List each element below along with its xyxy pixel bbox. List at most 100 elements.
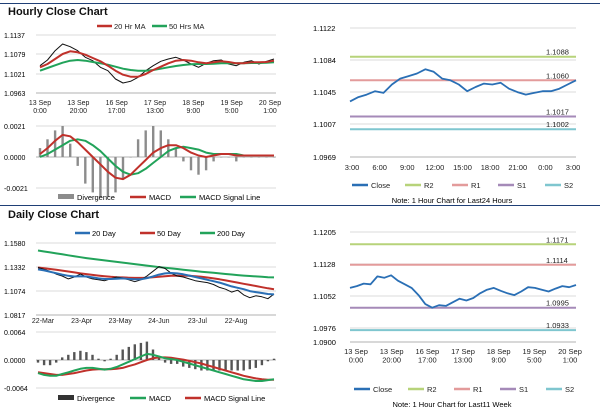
legend-divergence-label: Divergence [77,394,115,403]
x-tick-label: 6:00 [372,163,387,172]
divergence-bar [97,358,100,360]
divergence-bar [139,342,143,360]
divergence-bar [236,360,239,371]
divergence-bar [250,157,253,158]
hourly-price-chart: 20 Hr MA 50 Hrs MA 1.1137 1.1079 1.1021 … [4,22,281,115]
x-tick-label: 22-Aug [225,318,248,325]
macd-line [37,352,275,382]
y-tick-label: 1.1137 [4,33,25,40]
y-tick-label: 1.1079 [4,52,26,59]
legend-200day-label: 200 Day [217,229,245,238]
legend-macd-label: MACD [149,193,172,202]
legend-ma50-label: 50 Hrs MA [169,22,204,31]
divergence-bar [242,157,245,158]
divergence-bar [133,344,136,361]
hourly-levels-grid [350,27,576,158]
divergence-bar [242,360,245,371]
x-tick-label: 19 Sep 5:00 [221,100,243,115]
divergence-bar [254,360,257,368]
level-label-s1: 1.0995 [546,299,569,308]
divergence-bar [204,157,208,171]
daily-macd-legend: Divergence MACD MACD Signal Line [58,394,265,403]
y-tick-label: 0.0064 [4,330,26,337]
divergence-bar [152,126,155,157]
divergence-bar [218,360,221,371]
y-tick-label: 0.0000 [4,155,26,162]
divergence-bar [230,360,233,371]
divergence-bar [121,157,125,180]
hourly-section-title: Hourly Close Chart [8,6,108,18]
divergence-bar [227,157,230,158]
daily-levels-note: Note: 1 Hour Chart for Last11 Week [393,400,512,409]
daily-levels-x-labels: 13 Sep 0:00 13 Sep 20:00 16 Sep 17:00 17 Sep 13… [344,347,582,365]
divergence-bar [103,360,106,362]
divergence-bar [248,360,251,370]
legend-label-s1: S1 [519,385,528,394]
daily-section-title: Daily Close Chart [8,209,100,221]
x-tick-label: 13 Sep 20:00 [67,100,89,115]
divergence-bar [69,143,72,157]
ma200-line [37,249,275,279]
y-tick-label: 1.1332 [4,265,26,272]
y-tick-label: 0.0021 [4,124,26,131]
divergence-bar [115,354,118,361]
divergence-bar [129,157,132,158]
divergence-bar [272,358,276,360]
daily-price-series [37,249,275,300]
hourly-price-grid [36,34,276,94]
legend-swatch-divergence [58,194,74,199]
divergence-bar [159,130,162,157]
divergence-bar [109,358,112,360]
legend-label-s2: S2 [564,181,573,190]
divergence-bar [36,360,40,363]
legend-swatch-divergence [58,395,74,400]
close-line [349,274,577,309]
level-label-r1: 1.1114 [546,256,568,265]
legend-signal-label: MACD Signal Line [204,394,265,403]
hourly-levels-series: 1.1088 1.1060 1.1017 1.1002 [349,48,577,131]
divergence-bar [85,352,88,360]
hourly-levels-chart: 1.1122 1.1084 1.1045 1.1007 1.0969 1.108… [313,24,580,205]
divergence-bar [182,157,185,162]
divergence-bar [174,148,178,157]
hourly-levels-note: Note: 1 Hour Chart for Last24 Hours [392,196,513,205]
divergence-bar [235,157,238,162]
divergence-bar [84,157,87,184]
x-tick-label: 21:00 [508,163,527,172]
x-tick-label: 18 Sep 9:00 [487,347,511,365]
x-tick-label: 3:00 [345,163,360,172]
hourly-price-series [39,43,275,84]
level-label-s1: 1.1017 [546,108,569,117]
y-tick-label: 1.0976 [313,324,336,333]
divergence-bar [61,126,64,157]
divergence-bar [61,357,64,360]
ma20-line [39,50,275,78]
hourly-macd-chart: 0.0021 0.0000 -0.0021 Divergence MACD MA… [4,124,276,202]
close-line [349,68,577,103]
x-tick-label: 13 Sep 0:00 [29,100,51,115]
divergence-bar [266,360,270,362]
divergence-bar [53,130,57,157]
divergence-bar [212,360,215,371]
y-tick-label: 1.1205 [313,228,336,237]
ma50-line [37,266,275,291]
divergence-bar [67,354,70,361]
divergence-bar [91,157,94,193]
y-tick-label: 1.1122 [313,24,335,33]
y-tick-label: 1.0969 [313,153,336,162]
x-tick-label: 9:00 [400,163,415,172]
y-tick-label: 1.1045 [313,88,336,97]
divergence-bar [99,157,102,197]
y-tick-label: 1.0817 [4,313,26,320]
divergence-bar [145,341,149,360]
daily-macd-chart: 0.0064 0.0000 -0.0064 Divergence MACD MA… [4,330,276,403]
x-tick-label: 18 Sep 9:00 [182,100,204,115]
divergence-bar [136,139,140,157]
daily-macd-series [36,341,276,382]
y-tick-label: 0.0000 [4,358,26,365]
divergence-bar [257,157,261,158]
legend-50day-label: 50 Day [157,229,181,238]
daily-levels-chart: 1.1205 1.1128 1.1052 1.0976 1.0900 1.117… [313,228,582,409]
divergence-bar [48,360,52,366]
x-tick-label: 20 Sep 1:00 [259,100,281,115]
